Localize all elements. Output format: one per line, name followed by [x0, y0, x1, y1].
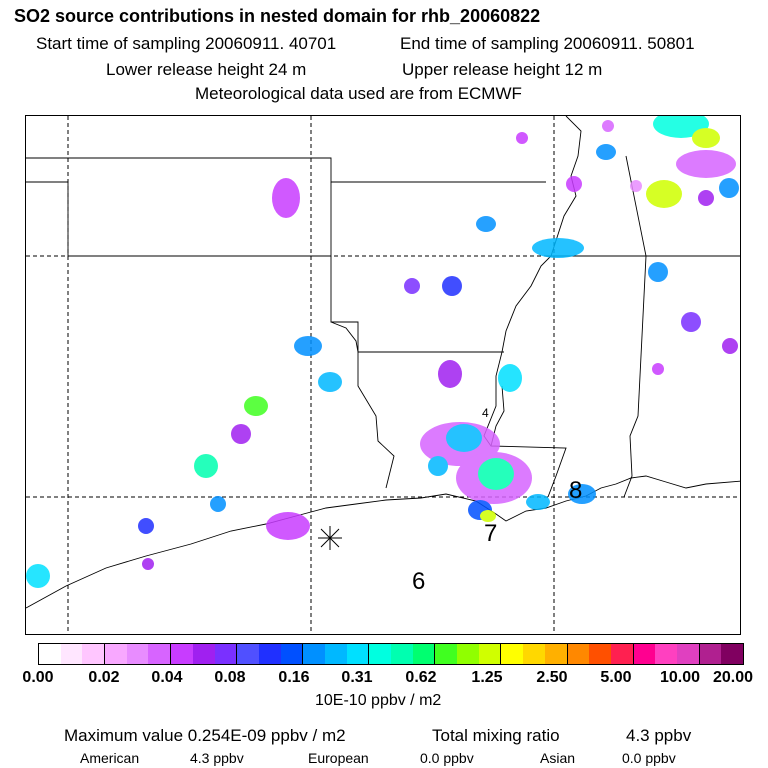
- colorbar-segment: [478, 644, 502, 664]
- map-label-4: 4: [482, 406, 489, 420]
- colorbar-segment: [346, 644, 370, 664]
- colorbar-tick: 1.25: [471, 669, 503, 686]
- source-american-value: 4.3 ppbv: [190, 750, 244, 766]
- colorbar-tick: 10.00: [659, 669, 701, 686]
- colorbar-segment: [214, 644, 238, 664]
- max-value-label: Maximum value 0.254E-09 ppbv / m2: [64, 726, 346, 745]
- map-label-7: 7: [484, 520, 498, 547]
- colorbar-segment: [699, 644, 722, 664]
- colorbar-segment: [435, 644, 458, 664]
- colorbar-segment: [39, 644, 61, 664]
- plume-cells: [26, 116, 739, 588]
- total-mixing-ratio-value: 4.3 ppbv: [626, 726, 692, 745]
- met-data-label: Meteorological data used are from ECMWF: [195, 84, 522, 103]
- colorbar-segment: [544, 644, 568, 664]
- colorbar-segment: [192, 644, 215, 664]
- colorbar-segment: [391, 644, 413, 664]
- colorbar-segment: [501, 644, 524, 664]
- colorbar-segment: [721, 644, 743, 664]
- map-panel[interactable]: 6 7 8 4: [25, 115, 741, 635]
- colorbar-segment: [237, 644, 259, 664]
- start-time-label: Start time of sampling 20060911. 40701: [36, 34, 337, 53]
- source-asian-value: 0.0 ppbv: [622, 750, 676, 766]
- total-mixing-ratio-label: Total mixing ratio: [432, 726, 560, 745]
- state-borders: [26, 116, 740, 498]
- source-european-name: European: [308, 750, 369, 766]
- colorbar-tick: 20.00: [712, 669, 754, 686]
- colorbar-segment: [412, 644, 436, 664]
- colorbar-segment: [324, 644, 347, 664]
- coastline: [26, 475, 740, 609]
- colorbar-segment: [148, 644, 172, 664]
- lower-release-height-label: Lower release height 24 m: [106, 60, 307, 79]
- colorbar-tick: 0.62: [405, 669, 437, 686]
- colorbar-segment: [457, 644, 479, 664]
- colorbar-segment: [126, 644, 149, 664]
- colorbar-segment: [105, 644, 127, 664]
- colorbar-segment: [633, 644, 656, 664]
- station-marker: [318, 526, 342, 550]
- colorbar-tick: 0.04: [151, 669, 183, 686]
- map-label-6: 6: [412, 568, 426, 595]
- colorbar-segment: [303, 644, 325, 664]
- end-time-label: End time of sampling 20060911. 50801: [400, 34, 695, 53]
- source-european-value: 0.0 ppbv: [420, 750, 474, 766]
- color-scale-bar: [38, 643, 744, 665]
- colorbar-tick: 0.31: [341, 669, 373, 686]
- figure-title: SO2 source contributions in nested domai…: [14, 6, 541, 26]
- colorbar-segment: [523, 644, 545, 664]
- colorbar-tick: 0.08: [214, 669, 246, 686]
- colorbar-tick: 5.00: [600, 669, 632, 686]
- colorbar-segment: [369, 644, 391, 664]
- colorbar-segment: [676, 644, 700, 664]
- map-canvas: [26, 116, 740, 634]
- colorbar-tick: 2.50: [536, 669, 568, 686]
- colorbar-unit: 10E-10 ppbv / m2: [315, 692, 442, 709]
- colorbar-segment: [567, 644, 590, 664]
- colorbar-segment: [171, 644, 193, 664]
- colorbar-tick: 0.02: [88, 669, 120, 686]
- colorbar-tick: 0.16: [278, 669, 310, 686]
- colorbar-segment: [610, 644, 634, 664]
- colorbar-segment: [60, 644, 83, 664]
- colorbar-segment: [589, 644, 611, 664]
- colorbar-segment: [82, 644, 106, 664]
- colorbar-segment: [280, 644, 304, 664]
- colorbar-tick: 0.00: [22, 669, 54, 686]
- upper-release-height-label: Upper release height 12 m: [402, 60, 603, 79]
- colorbar-segment: [655, 644, 677, 664]
- colorbar-segment: [258, 644, 281, 664]
- map-label-8: 8: [569, 477, 583, 504]
- source-american-name: American: [80, 750, 140, 766]
- source-asian-name: Asian: [540, 750, 576, 766]
